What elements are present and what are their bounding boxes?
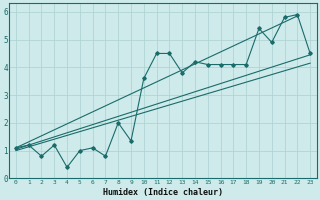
X-axis label: Humidex (Indice chaleur): Humidex (Indice chaleur) [103, 188, 223, 197]
